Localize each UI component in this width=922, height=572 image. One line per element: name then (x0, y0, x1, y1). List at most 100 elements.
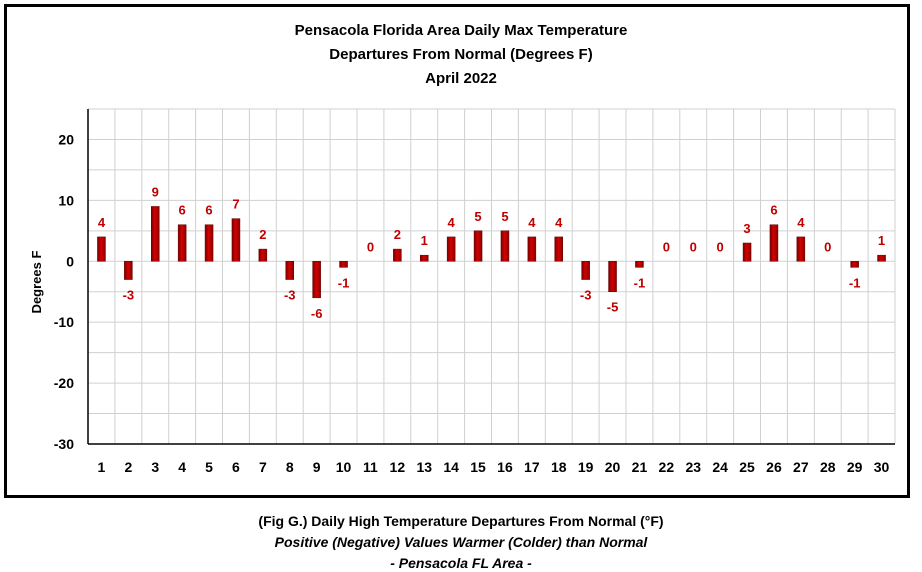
bar (473, 230, 483, 262)
data-label: 2 (394, 227, 401, 242)
data-label: 6 (179, 203, 186, 218)
bar (177, 224, 187, 262)
data-label: 1 (421, 233, 428, 248)
bar (393, 248, 402, 262)
bar (446, 236, 456, 262)
bar (527, 236, 537, 262)
caption-line-2: Positive (Negative) Values Warmer (Colde… (274, 534, 648, 550)
data-label: 0 (717, 239, 724, 254)
x-tick-label: 14 (443, 459, 459, 475)
x-tick-label: 23 (685, 459, 701, 475)
data-label: -3 (284, 288, 296, 303)
data-label: 2 (259, 227, 266, 242)
x-tick-label: 18 (551, 459, 567, 475)
bar (608, 261, 617, 292)
data-label: 0 (367, 239, 374, 254)
bar (420, 254, 429, 262)
x-tick-label: 29 (847, 459, 863, 475)
data-label: 4 (797, 215, 805, 230)
x-tick-label: 17 (524, 459, 540, 475)
data-label: -1 (634, 275, 646, 290)
x-tick-label: 20 (605, 459, 621, 475)
x-tick-label: 8 (286, 459, 294, 475)
data-label: 4 (98, 215, 106, 230)
bar (151, 206, 160, 262)
x-tick-label: 3 (151, 459, 159, 475)
bar (204, 224, 214, 262)
bar (124, 261, 133, 280)
axes (87, 109, 895, 445)
x-tick-label: 13 (416, 459, 432, 475)
data-label: 4 (448, 215, 456, 230)
caption-line-3: - Pensacola FL Area - (390, 555, 532, 571)
bar (769, 224, 779, 262)
y-tick-label: -10 (54, 314, 74, 330)
bar (796, 236, 806, 262)
x-tick-label: 28 (820, 459, 836, 475)
data-label: -5 (607, 300, 619, 315)
x-tick-label: 1 (98, 459, 106, 475)
data-label: 1 (878, 233, 885, 248)
y-tick-label: -20 (54, 375, 74, 391)
data-label: 0 (663, 239, 670, 254)
x-tick-label: 12 (390, 459, 406, 475)
x-tick-label: 2 (124, 459, 132, 475)
data-label: 4 (555, 215, 563, 230)
x-tick-label: 22 (659, 459, 675, 475)
x-tick-label: 26 (766, 459, 782, 475)
x-tick-label: 11 (363, 459, 378, 475)
bar (97, 236, 106, 262)
bar (258, 248, 268, 262)
x-tick-label: 27 (793, 459, 809, 475)
data-label: 5 (474, 209, 481, 224)
bar (635, 261, 644, 268)
x-tick-label: 5 (205, 459, 213, 475)
gridlines (87, 108, 896, 445)
bar (312, 261, 321, 299)
data-label: 0 (824, 239, 831, 254)
x-tick-label: 19 (578, 459, 594, 475)
x-tick-label: 30 (874, 459, 890, 475)
chart-title-line-3: April 2022 (425, 70, 497, 87)
data-label: 9 (152, 184, 159, 199)
x-tick-label: 15 (470, 459, 486, 475)
data-label: 7 (232, 197, 239, 212)
data-label: 0 (690, 239, 697, 254)
x-tick-label: 16 (497, 459, 513, 475)
data-label: -3 (580, 288, 592, 303)
x-tick-label: 4 (178, 459, 186, 475)
data-label: 5 (501, 209, 508, 224)
y-tick-label: 10 (58, 192, 74, 208)
data-label: -3 (123, 288, 135, 303)
x-tick-label: 6 (232, 459, 240, 475)
data-label: 6 (770, 203, 777, 218)
bar (850, 261, 859, 268)
chart-title-line-2: Departures From Normal (Degrees F) (329, 46, 593, 63)
data-label: -1 (849, 275, 861, 290)
data-label: -6 (311, 306, 323, 321)
bar (742, 242, 752, 262)
x-tick-label: 25 (739, 459, 755, 475)
data-label: 3 (743, 221, 750, 236)
bar (877, 254, 886, 262)
bar (581, 261, 590, 280)
x-tick-label: 9 (313, 459, 321, 475)
y-tick-label: -30 (54, 436, 74, 452)
data-label: 6 (205, 203, 212, 218)
x-tick-label: 21 (632, 459, 648, 475)
y-axis-label: Degrees F (29, 251, 44, 314)
chart-title-line-1: Pensacola Florida Area Daily Max Tempera… (294, 22, 628, 39)
data-label: -1 (338, 275, 350, 290)
bar (500, 230, 510, 262)
bars (97, 206, 886, 299)
x-tick-label: 24 (712, 459, 728, 475)
bar (339, 261, 348, 268)
x-tick-label: 10 (336, 459, 352, 475)
bar (231, 218, 241, 262)
y-tick-label: 0 (66, 253, 74, 269)
data-labels: 4 -3 9 6 6 7 2 -3 -6 -1 0 2 1 4 5 5 4 4 -3 -5 -1 0 0 0 3 6 4 0 -1 1 (98, 184, 885, 320)
bar (285, 261, 294, 280)
data-label: 4 (528, 215, 536, 230)
